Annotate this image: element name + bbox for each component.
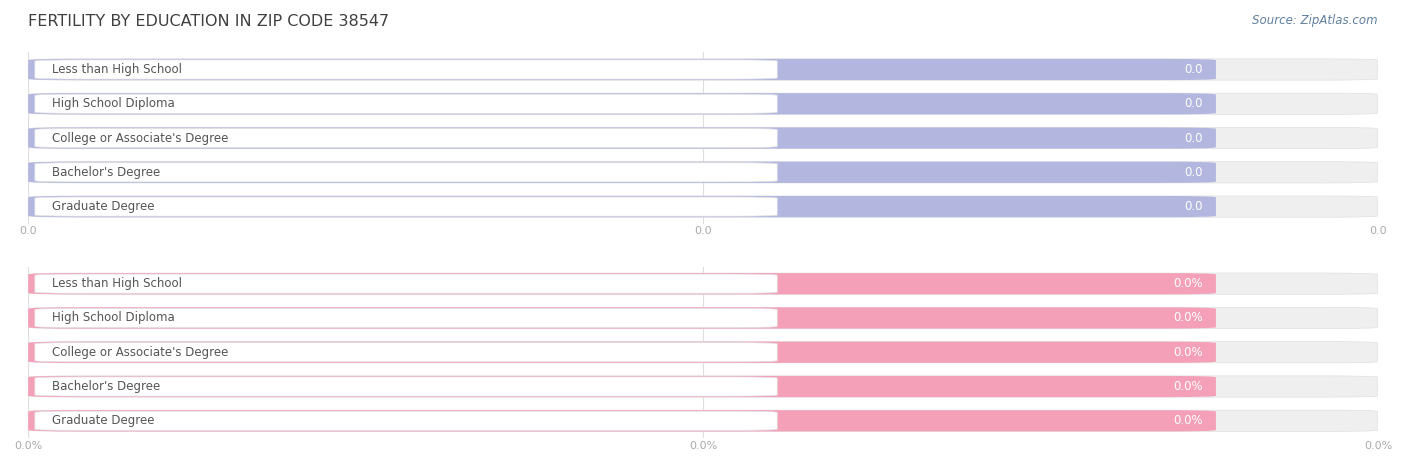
Text: High School Diploma: High School Diploma (52, 97, 176, 110)
Text: High School Diploma: High School Diploma (52, 311, 176, 325)
FancyBboxPatch shape (28, 59, 1216, 80)
FancyBboxPatch shape (28, 307, 1216, 328)
Text: Graduate Degree: Graduate Degree (52, 414, 155, 427)
Text: College or Associate's Degree: College or Associate's Degree (52, 346, 229, 359)
FancyBboxPatch shape (28, 196, 1216, 217)
Text: 0.0%: 0.0% (1173, 277, 1202, 290)
Text: 0.0: 0.0 (1184, 97, 1202, 110)
FancyBboxPatch shape (28, 196, 1378, 217)
Text: Source: ZipAtlas.com: Source: ZipAtlas.com (1253, 14, 1378, 27)
FancyBboxPatch shape (28, 307, 1378, 328)
FancyBboxPatch shape (35, 94, 778, 113)
Text: Less than High School: Less than High School (52, 277, 183, 290)
Text: 0.0%: 0.0% (1173, 311, 1202, 325)
Text: Bachelor's Degree: Bachelor's Degree (52, 166, 160, 179)
FancyBboxPatch shape (28, 376, 1216, 397)
FancyBboxPatch shape (35, 308, 778, 327)
FancyBboxPatch shape (35, 274, 778, 293)
Text: 0.0: 0.0 (1184, 63, 1202, 76)
Text: Bachelor's Degree: Bachelor's Degree (52, 380, 160, 393)
Text: 0.0%: 0.0% (1173, 380, 1202, 393)
Text: 0.0: 0.0 (1184, 166, 1202, 179)
FancyBboxPatch shape (28, 376, 1378, 397)
FancyBboxPatch shape (28, 273, 1216, 294)
FancyBboxPatch shape (35, 197, 778, 216)
FancyBboxPatch shape (28, 93, 1378, 114)
FancyBboxPatch shape (35, 411, 778, 430)
FancyBboxPatch shape (35, 163, 778, 182)
FancyBboxPatch shape (35, 60, 778, 79)
FancyBboxPatch shape (28, 342, 1216, 363)
FancyBboxPatch shape (28, 342, 1378, 363)
FancyBboxPatch shape (28, 93, 1216, 114)
Text: 0.0: 0.0 (1184, 131, 1202, 145)
FancyBboxPatch shape (28, 128, 1216, 149)
FancyBboxPatch shape (35, 377, 778, 396)
FancyBboxPatch shape (28, 410, 1216, 431)
FancyBboxPatch shape (28, 59, 1378, 80)
Text: 0.0: 0.0 (1184, 200, 1202, 213)
FancyBboxPatch shape (28, 128, 1378, 149)
Text: Less than High School: Less than High School (52, 63, 183, 76)
Text: FERTILITY BY EDUCATION IN ZIP CODE 38547: FERTILITY BY EDUCATION IN ZIP CODE 38547 (28, 14, 389, 30)
FancyBboxPatch shape (28, 273, 1378, 294)
FancyBboxPatch shape (28, 162, 1378, 183)
Text: 0.0%: 0.0% (1173, 346, 1202, 359)
FancyBboxPatch shape (35, 129, 778, 148)
FancyBboxPatch shape (28, 410, 1378, 431)
Text: Graduate Degree: Graduate Degree (52, 200, 155, 213)
Text: 0.0%: 0.0% (1173, 414, 1202, 427)
FancyBboxPatch shape (35, 343, 778, 362)
Text: College or Associate's Degree: College or Associate's Degree (52, 131, 229, 145)
FancyBboxPatch shape (28, 162, 1216, 183)
